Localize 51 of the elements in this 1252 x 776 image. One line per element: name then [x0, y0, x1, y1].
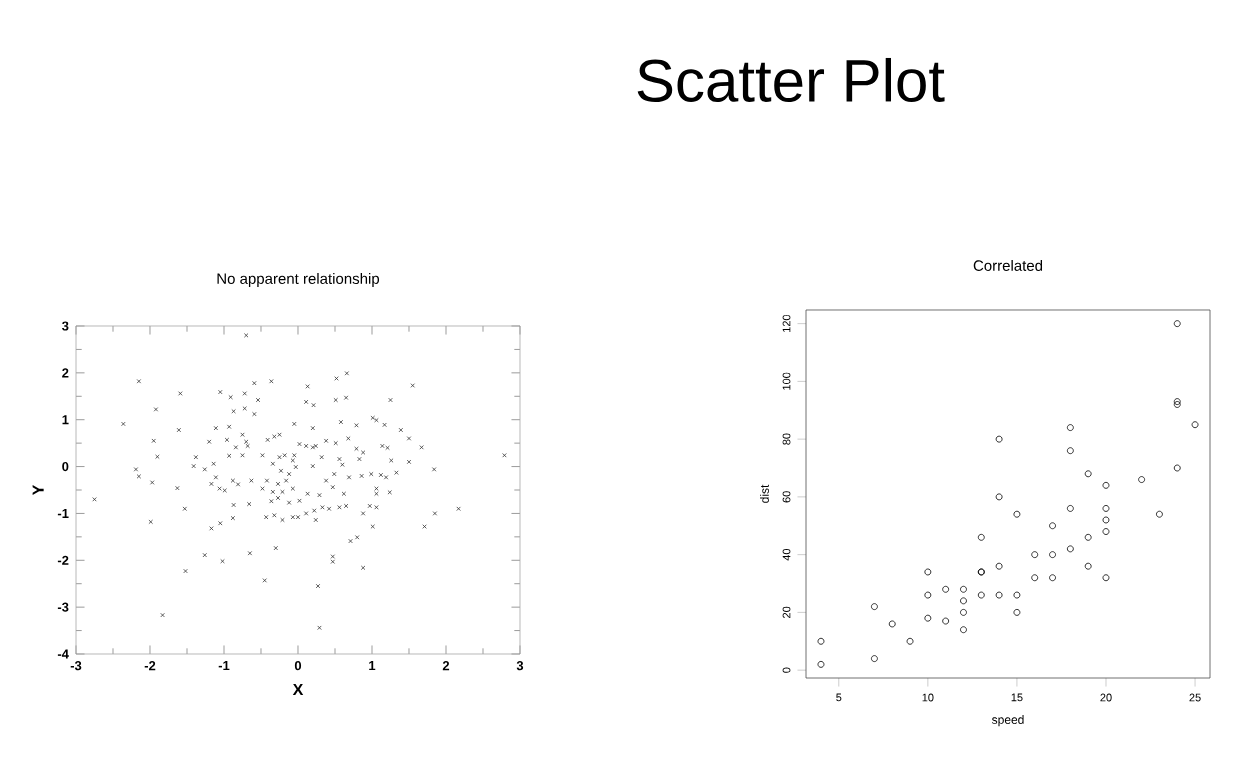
- point: [871, 603, 878, 611]
- point: [924, 568, 932, 576]
- point: [1084, 533, 1092, 541]
- point: [1031, 551, 1039, 559]
- point: [1049, 574, 1056, 582]
- point: [942, 585, 950, 593]
- point: [1156, 510, 1163, 518]
- point: [1173, 320, 1181, 328]
- point: [1173, 398, 1181, 405]
- point: [1102, 505, 1110, 512]
- point: [1138, 476, 1146, 483]
- point: [995, 591, 1003, 599]
- point: [1084, 562, 1092, 570]
- point: [1066, 447, 1074, 455]
- point: [960, 626, 967, 634]
- point: [817, 660, 825, 668]
- point: [817, 637, 825, 645]
- x-axis-title: X: [292, 684, 304, 696]
- point: [1102, 528, 1110, 535]
- point: [1102, 481, 1110, 489]
- point: [942, 617, 950, 625]
- point: [1049, 522, 1056, 530]
- text: Scatter Plot: [637, 57, 945, 103]
- point: [960, 608, 967, 616]
- point: [960, 585, 967, 593]
- point: [1173, 464, 1181, 472]
- point: [1066, 424, 1074, 431]
- point: [1066, 505, 1074, 512]
- point: [995, 435, 1003, 443]
- point: [977, 533, 985, 541]
- point: [1102, 574, 1110, 582]
- point: [1013, 510, 1021, 518]
- point: [995, 562, 1003, 570]
- point: [995, 493, 1003, 501]
- point: [1013, 591, 1021, 599]
- point: [1031, 574, 1039, 582]
- point: [977, 591, 985, 599]
- y-axis-title: Y: [32, 484, 44, 496]
- point: [1102, 516, 1110, 524]
- point: [924, 591, 932, 599]
- point: [906, 637, 914, 645]
- point: [1084, 470, 1092, 478]
- point: [924, 614, 932, 622]
- point: [1173, 401, 1181, 408]
- point: [871, 655, 878, 662]
- point: [1013, 608, 1021, 616]
- point: [960, 597, 967, 605]
- point: [888, 620, 896, 628]
- point: [1049, 551, 1056, 559]
- point: [1191, 421, 1199, 429]
- point: [1066, 545, 1074, 553]
